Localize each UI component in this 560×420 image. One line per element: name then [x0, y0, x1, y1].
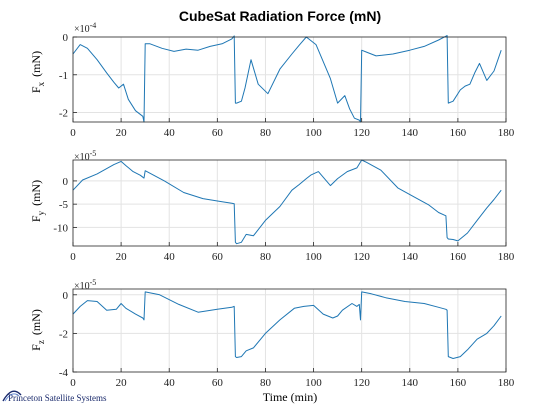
series-line	[72, 35, 502, 123]
company-logo-icon	[2, 390, 22, 402]
series-line	[72, 159, 502, 245]
x-tick-label: 40	[164, 251, 176, 263]
x-tick-label: 60	[212, 377, 224, 389]
x-tick-label: 160	[450, 251, 467, 263]
y-label-main: F	[29, 86, 43, 93]
y-tick-label: -10	[53, 222, 68, 234]
y-label-sub: y	[36, 210, 46, 215]
x-tick-label: 80	[260, 251, 272, 263]
x-tick-label: 80	[260, 377, 272, 389]
y-axis-label-fx: Fx (mN)	[29, 51, 46, 93]
x-tick-label: 80	[260, 127, 272, 139]
y-label-unit: (mN)	[29, 309, 43, 335]
axes-frame	[72, 36, 507, 123]
series-line	[72, 291, 502, 359]
exponent-label-fy: ×10-5	[74, 149, 96, 163]
x-axis-label: Time (min)	[263, 390, 318, 404]
x-tick-label: 0	[70, 127, 76, 139]
x-tick-label: 40	[164, 377, 176, 389]
plot-area	[73, 289, 506, 372]
y-tick-label: -2	[59, 108, 68, 120]
y-label-sub: z	[36, 340, 46, 344]
y-tick-label: -2	[59, 328, 68, 340]
x-tick-label: 180	[498, 251, 515, 263]
x-tick-label: 60	[212, 251, 224, 263]
y-axis-label-fz: Fz (mN)	[29, 309, 46, 351]
x-tick-label: 160	[450, 127, 467, 139]
plot-area	[73, 160, 506, 246]
axes-frame	[72, 288, 507, 373]
x-tick-label: 60	[212, 127, 224, 139]
axes-frame	[72, 159, 507, 247]
x-tick-label: 20	[116, 377, 128, 389]
panel-fz: Fz (mN) ×10-5 0 20 40 60 80 100 120 140 160 180 0 -2…	[29, 278, 515, 389]
y-label-unit: (mN)	[29, 51, 43, 77]
y-tick-label: 0	[63, 32, 69, 44]
x-tick-label: 40	[164, 127, 176, 139]
exponent-label-fz: ×10-5	[74, 278, 96, 292]
panel-fy: Fy (mN) ×10-5 0 20 40 60 80 100 120 140 160 180 0 -5…	[29, 149, 515, 263]
x-tick-label: 0	[70, 377, 76, 389]
y-label-main: F	[29, 344, 43, 351]
x-tick-label: 140	[402, 127, 419, 139]
x-tick-label: 0	[70, 251, 76, 263]
chart-title: CubeSat Radiation Force (mN)	[179, 8, 381, 24]
panel-fx: Fx (mN) ×10-4 0 20 40 60 80 100 120 140 160 180 0 -1…	[29, 21, 515, 139]
y-label-main: F	[29, 215, 43, 222]
x-tick-label: 140	[402, 251, 419, 263]
y-tick-label: -1	[59, 70, 68, 82]
y-axis-label-fy: Fy (mN)	[29, 180, 46, 222]
x-tick-label: 20	[116, 127, 128, 139]
y-tick-label: 0	[63, 290, 69, 302]
x-tick-label: 120	[353, 251, 370, 263]
y-label-unit: (mN)	[29, 180, 43, 206]
exponent-label-fx: ×10-4	[74, 21, 96, 35]
y-tick-label: -4	[59, 367, 69, 379]
x-tick-label: 120	[353, 127, 370, 139]
x-tick-label: 100	[305, 377, 322, 389]
x-tick-label: 160	[450, 377, 467, 389]
x-tick-label: 20	[116, 251, 128, 263]
x-tick-label: 180	[498, 127, 515, 139]
x-tick-label: 100	[305, 251, 322, 263]
company-name: Princeton Satellite Systems	[8, 393, 107, 403]
y-tick-label: 0	[63, 176, 69, 188]
x-tick-label: 140	[402, 377, 419, 389]
y-tick-label: -5	[59, 199, 69, 211]
x-tick-label: 120	[353, 377, 370, 389]
x-tick-label: 100	[305, 127, 322, 139]
y-label-sub: x	[36, 81, 46, 86]
plot-area	[73, 37, 506, 122]
x-tick-label: 180	[498, 377, 515, 389]
